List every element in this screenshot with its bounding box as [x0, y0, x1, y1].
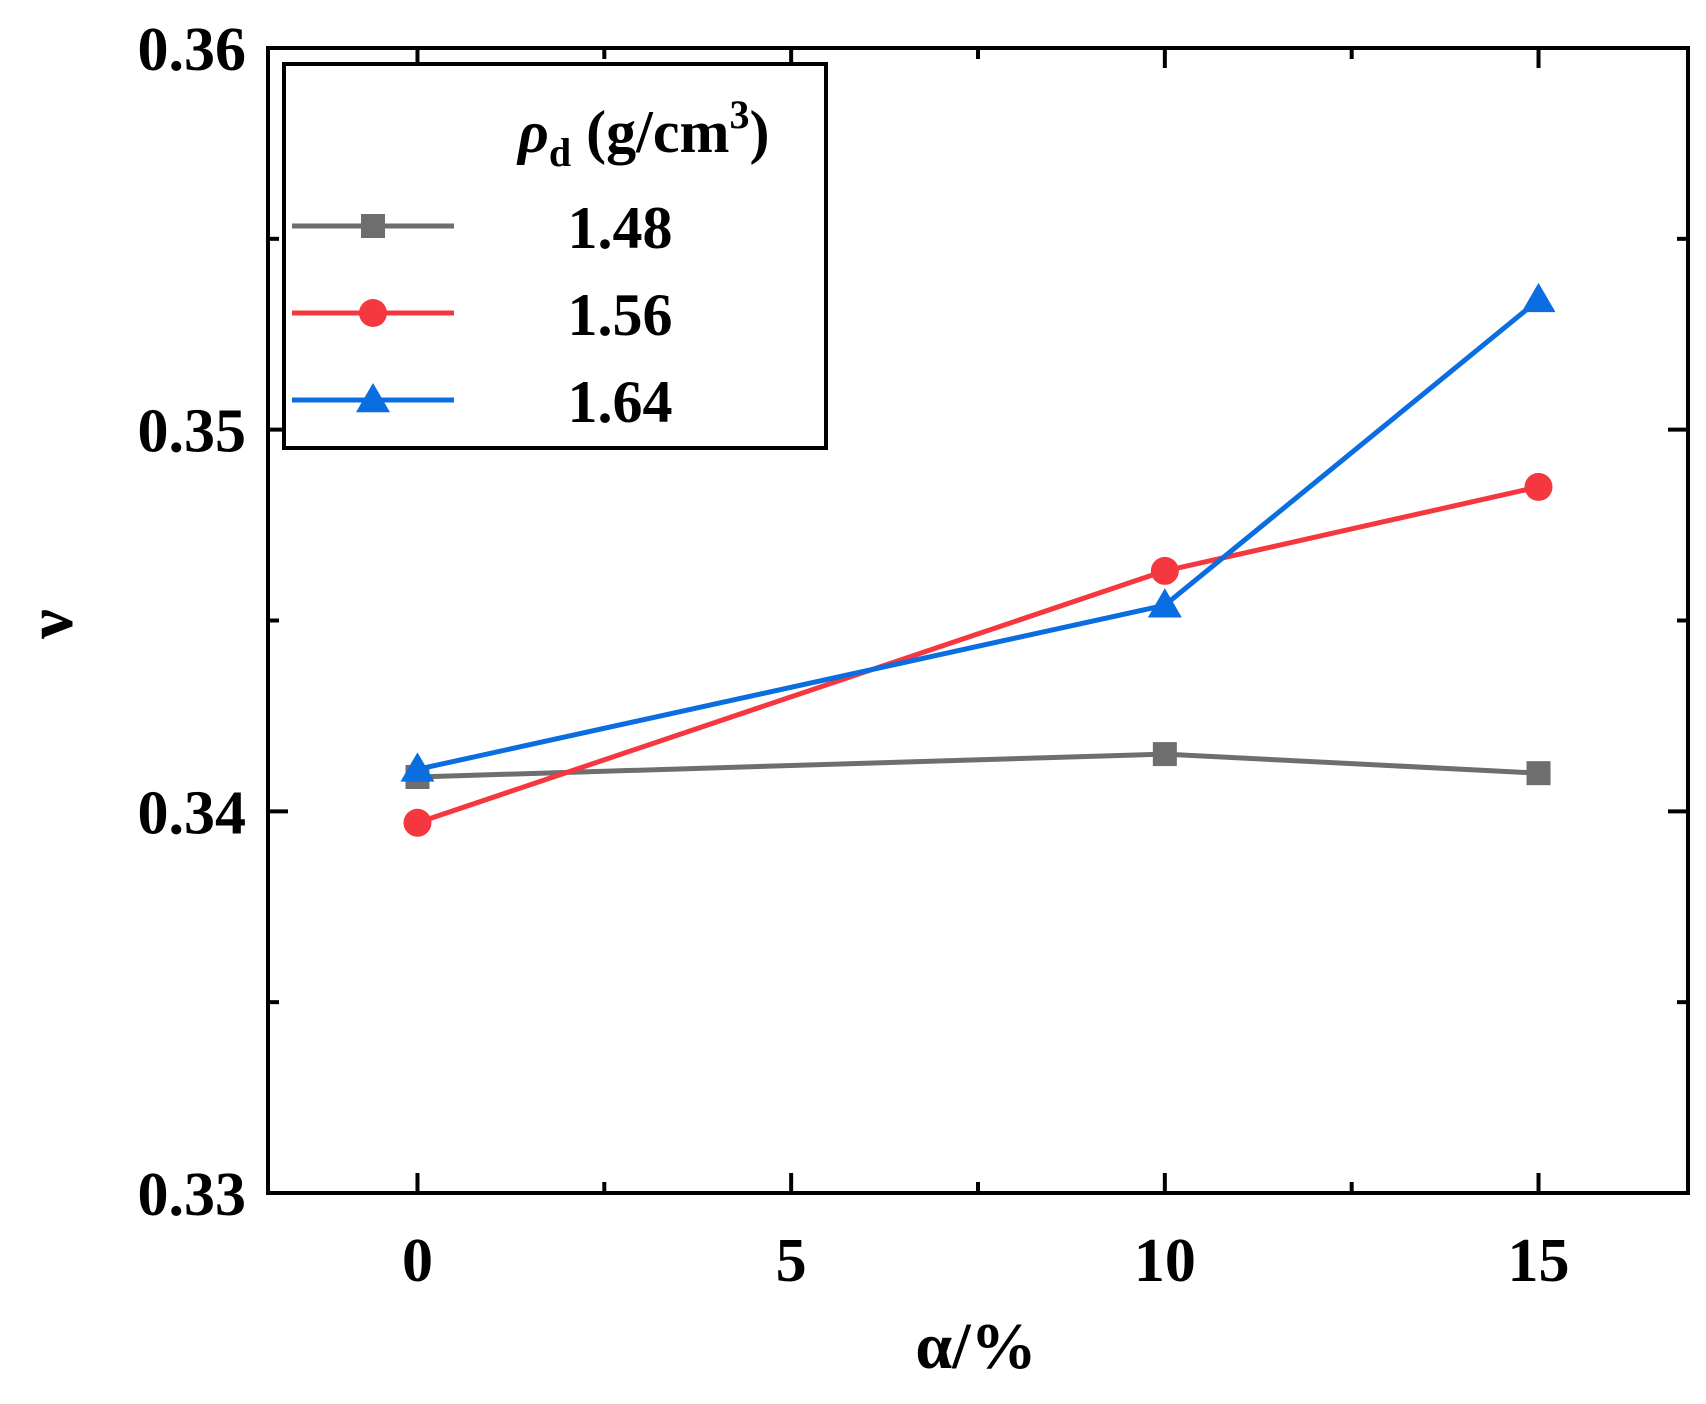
legend-item-1.64: 1.64 [292, 369, 673, 435]
data-point [403, 808, 432, 837]
y-axis-title: ν [14, 609, 87, 640]
x-tick-label: 5 [776, 1227, 807, 1295]
data-point [1524, 472, 1553, 501]
data-point [1526, 761, 1551, 786]
y-tick-label: 0.35 [138, 398, 247, 466]
x-tick-label: 15 [1508, 1227, 1570, 1295]
x-tick-label: 0 [402, 1227, 433, 1295]
legend-label: 1.64 [568, 369, 673, 435]
y-tick-label: 0.34 [138, 779, 247, 847]
data-point [400, 752, 435, 782]
series-layer [400, 282, 1556, 837]
legend-marker [359, 299, 387, 327]
x-tick-label: 10 [1134, 1227, 1196, 1295]
legend-items: 1.48 1.56 1.64 [292, 195, 673, 435]
legend-label: 1.48 [568, 195, 673, 261]
y-tick-label: 0.36 [138, 16, 247, 84]
data-point [1152, 742, 1177, 767]
legend-title: ρd (g/cm3) [516, 92, 769, 175]
legend-item-1.48: 1.48 [292, 195, 673, 261]
data-point [1150, 556, 1179, 585]
legend-title-subscript: d [549, 130, 571, 175]
legend-title-close: ) [749, 99, 769, 165]
legend-item-1.56: 1.56 [292, 282, 673, 348]
legend-marker [361, 214, 385, 238]
data-point [1521, 282, 1556, 313]
legend-title-symbol: ρ [516, 99, 549, 165]
data-point [1147, 588, 1182, 618]
legend-marker [356, 383, 390, 413]
x-axis-title: α/% [915, 1310, 1036, 1383]
legend-label: 1.56 [568, 282, 673, 348]
series-1.64 [400, 282, 1556, 782]
legend-title-superscript: 3 [729, 92, 749, 137]
y-tick-label: 0.33 [138, 1161, 247, 1229]
legend-box [282, 62, 828, 450]
legend: ρd (g/cm3) 1.48 1.56 1.64 [282, 62, 828, 450]
series-1.56 [403, 472, 1553, 837]
legend-title-unit: (g/cm [571, 99, 729, 165]
tick-labels-layer: 0 5 10 15 0.33 0.34 0.35 0.36 [138, 16, 1570, 1295]
